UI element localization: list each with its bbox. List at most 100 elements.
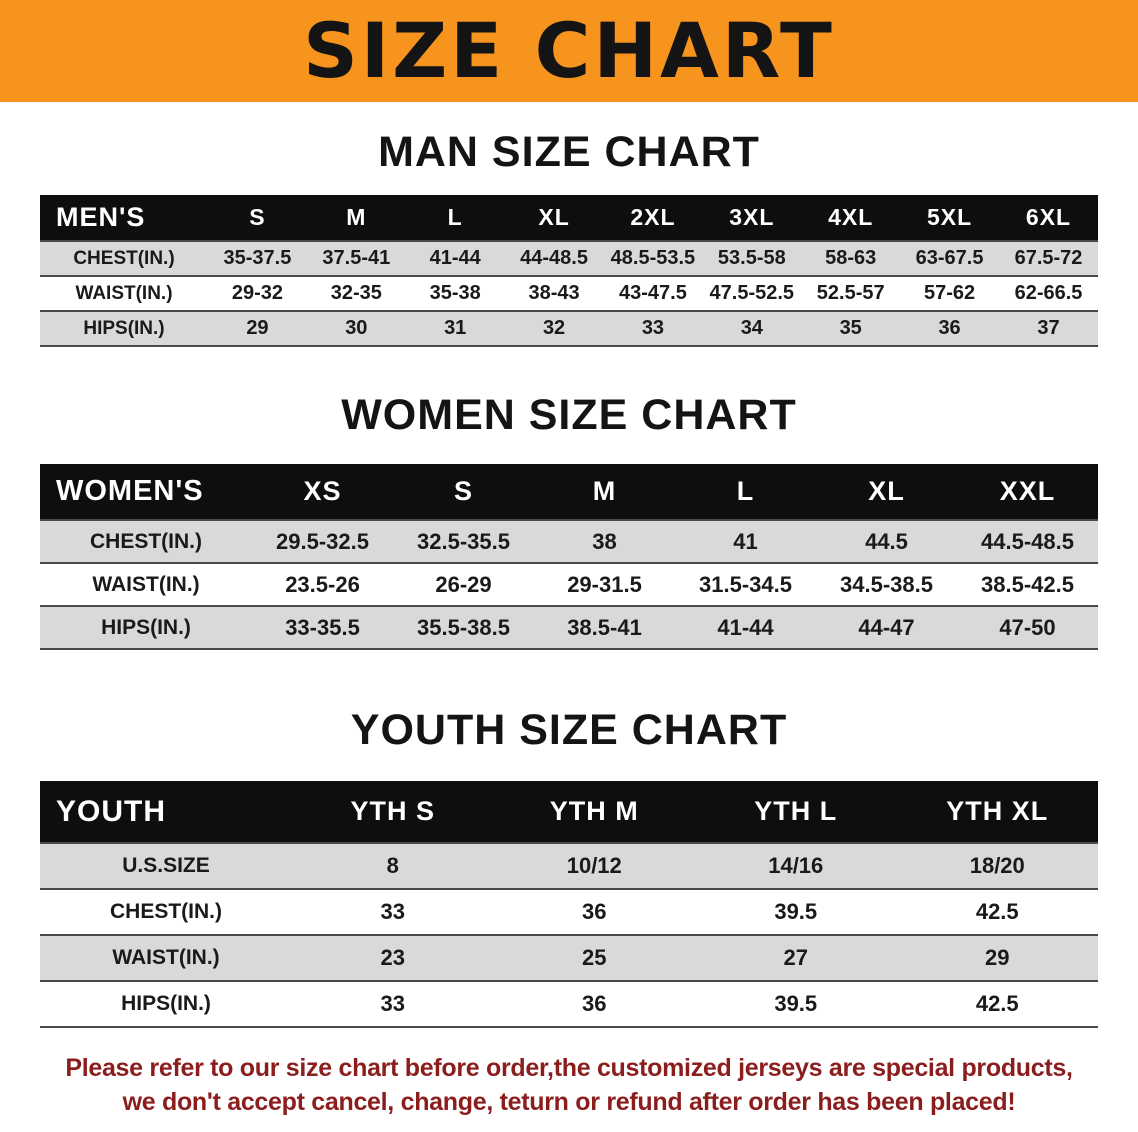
cell: 33-35.5 <box>285 614 360 640</box>
col-header: 2XL <box>603 195 703 241</box>
cell: 44.5-48.5 <box>981 528 1074 554</box>
women-size-table: WOMEN'S XS S M L XL XXL CHEST(IN.) 29.5-… <box>40 464 1098 650</box>
men-row-chest: CHEST(IN.) 35-37.5 37.5-41 41-44 44-48.5… <box>40 241 1098 276</box>
banner: SIZE CHART <box>0 0 1138 102</box>
cell: 35 <box>839 317 862 339</box>
youth-header-row: YOUTH YTH S YTH M YTH L YTH XL <box>40 781 1098 843</box>
page-title: SIZE CHART <box>303 6 835 95</box>
youth-section-heading: YOUTH SIZE CHART <box>350 706 788 754</box>
cell: 36 <box>938 317 961 339</box>
row-label: CHEST(IN.) <box>110 900 222 923</box>
col-header: M <box>534 464 675 520</box>
cell: 26-29 <box>435 571 492 597</box>
men-section-heading: MAN SIZE CHART <box>378 128 760 176</box>
cell: 14/16 <box>768 853 824 878</box>
col-header: XL <box>816 464 957 520</box>
cell: 37 <box>1037 317 1060 339</box>
cell: 32-35 <box>330 282 382 304</box>
cell: 34.5-38.5 <box>840 571 933 597</box>
cell: 18/20 <box>969 853 1025 878</box>
cell: 27 <box>783 945 808 970</box>
women-row-hips: HIPS(IN.) 33-35.5 35.5-38.5 38.5-41 41-4… <box>40 606 1098 649</box>
cell: 35-37.5 <box>223 247 292 269</box>
cell: 33 <box>641 317 665 339</box>
cell: 8 <box>386 853 399 878</box>
cell: 39.5 <box>774 991 818 1016</box>
cell: 25 <box>582 945 607 970</box>
youth-size-table: YOUTH YTH S YTH M YTH L YTH XL U.S.SIZE … <box>40 781 1098 1028</box>
cell: 57-62 <box>923 282 976 304</box>
cell: 32.5-35.5 <box>417 528 510 554</box>
youth-row-hips: HIPS(IN.) 33 36 39.5 42.5 <box>40 981 1098 1027</box>
col-header: S <box>208 195 307 241</box>
cell: 53.5-58 <box>717 247 786 269</box>
cell: 29-31.5 <box>567 571 642 597</box>
cell: 38.5-42.5 <box>981 571 1074 597</box>
col-header: L <box>675 464 816 520</box>
cell: 42.5 <box>975 991 1019 1016</box>
cell: 37.5-41 <box>322 247 391 269</box>
col-header: YTH XL <box>896 781 1098 843</box>
row-label: HIPS(IN.) <box>101 615 191 639</box>
cell: 33 <box>380 991 405 1016</box>
cell: 29 <box>985 945 1010 970</box>
cell: 41 <box>733 528 758 554</box>
cell: 44-48.5 <box>520 247 588 269</box>
cell: 38-43 <box>528 282 580 304</box>
cell: 42.5 <box>975 899 1019 924</box>
cell: 47-50 <box>999 614 1056 640</box>
cell: 36 <box>582 899 607 924</box>
col-header: M <box>306 195 406 241</box>
row-label: CHEST(IN.) <box>73 247 175 269</box>
youth-row-ussize: U.S.SIZE 8 10/12 14/16 18/20 <box>40 843 1098 889</box>
col-header: 6XL <box>999 195 1098 241</box>
cell: 29-32 <box>231 282 284 304</box>
cell: 41-44 <box>429 247 481 269</box>
women-header-row: WOMEN'S XS S M L XL XXL <box>40 464 1098 520</box>
col-header: S <box>393 464 534 520</box>
men-header-row: MEN'S S M L XL 2XL 3XL 4XL 5XL 6XL <box>40 195 1098 241</box>
row-label: HIPS(IN.) <box>121 992 211 1015</box>
col-header: 5XL <box>900 195 999 241</box>
col-header: YTH L <box>695 781 897 843</box>
women-section-heading: WOMEN SIZE CHART <box>341 391 797 439</box>
col-header: YTH S <box>292 781 494 843</box>
cell: 32 <box>542 317 566 339</box>
cell: 48.5-53.5 <box>610 247 696 269</box>
cell: 31.5-34.5 <box>699 571 792 597</box>
cell: 67.5-72 <box>1014 247 1083 269</box>
cell: 58-63 <box>825 247 877 269</box>
cell: 36 <box>582 991 607 1016</box>
men-row-waist: WAIST(IN.) 29-32 32-35 35-38 38-43 43-47… <box>40 276 1098 311</box>
men-size-table: MEN'S S M L XL 2XL 3XL 4XL 5XL 6XL CHEST… <box>40 195 1098 347</box>
cell: 10/12 <box>566 853 622 878</box>
cell: 41-44 <box>717 614 774 640</box>
cell: 29 <box>246 317 269 339</box>
col-header: XL <box>504 195 604 241</box>
row-label: HIPS(IN.) <box>83 317 165 339</box>
col-header: XXL <box>957 464 1098 520</box>
youth-row-chest: CHEST(IN.) 33 36 39.5 42.5 <box>40 889 1098 935</box>
youth-table-label: YOUTH <box>40 781 292 843</box>
cell: 31 <box>444 317 467 339</box>
women-size-section: WOMEN SIZE CHART WOMEN'S XS S M L XL XXL… <box>0 391 1138 650</box>
disclaimer-line-1: Please refer to our size chart before or… <box>65 1054 1073 1082</box>
cell: 30 <box>345 317 368 339</box>
cell: 38 <box>592 528 617 554</box>
cell: 47.5-52.5 <box>709 282 795 304</box>
cell: 43-47.5 <box>619 282 687 304</box>
row-label: WAIST(IN.) <box>92 572 200 596</box>
cell: 33 <box>380 899 405 924</box>
cell: 23.5-26 <box>285 571 360 597</box>
col-header: 4XL <box>801 195 901 241</box>
youth-size-section: YOUTH SIZE CHART YOUTH YTH S YTH M YTH L… <box>0 706 1138 1028</box>
disclaimer: Please refer to our size chart before or… <box>0 1052 1138 1120</box>
col-header: YTH M <box>493 781 695 843</box>
col-header: L <box>405 195 505 241</box>
women-row-chest: CHEST(IN.) 29.5-32.5 32.5-35.5 38 41 44.… <box>40 520 1098 563</box>
row-label: WAIST(IN.) <box>112 946 220 969</box>
cell: 63-67.5 <box>915 247 984 269</box>
cell: 29.5-32.5 <box>276 528 369 554</box>
disclaimer-line-2: we don't accept cancel, change, teturn o… <box>122 1087 1016 1116</box>
women-row-waist: WAIST(IN.) 23.5-26 26-29 29-31.5 31.5-34… <box>40 563 1098 606</box>
